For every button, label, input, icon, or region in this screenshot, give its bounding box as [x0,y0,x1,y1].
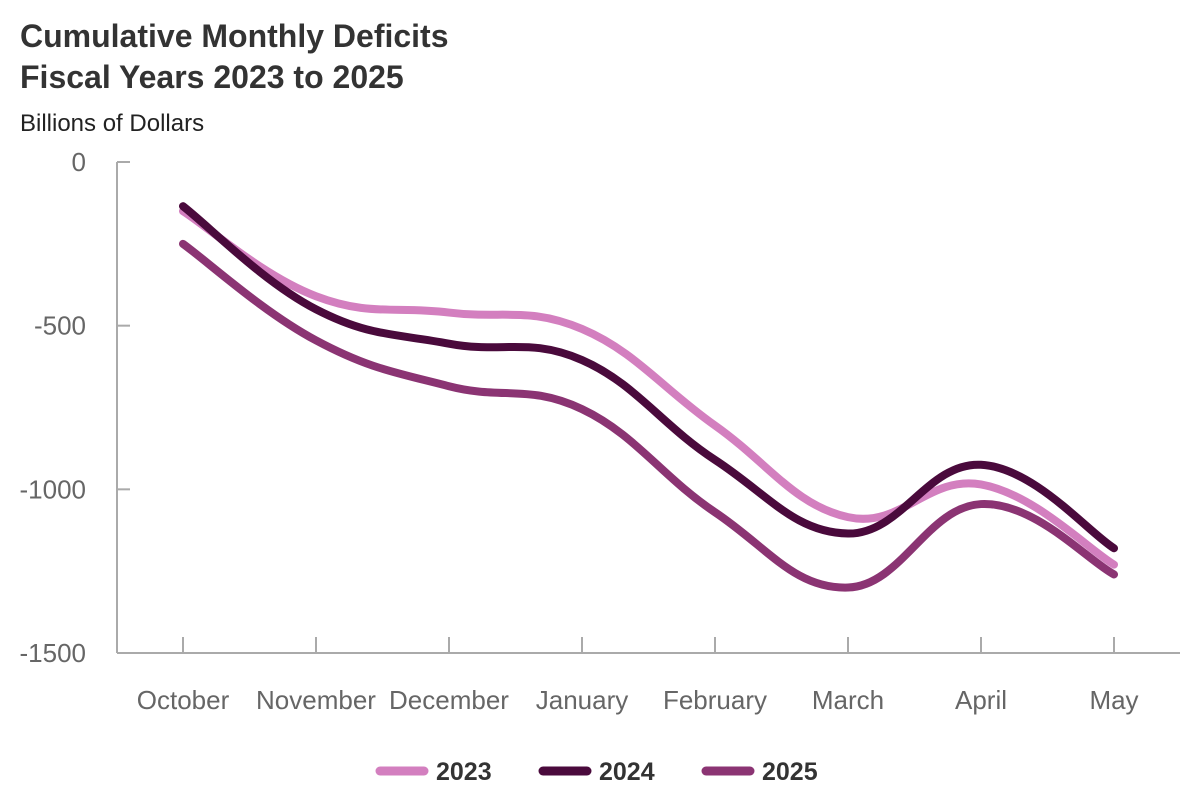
chart-title: Cumulative Monthly Deficits Fiscal Years… [20,16,449,98]
x-tick-label: March [812,685,884,715]
x-tick-label: December [389,685,509,715]
legend-label-2023: 2023 [436,758,492,786]
chart-title-line-2: Fiscal Years 2023 to 2025 [20,59,404,95]
x-tick-label: May [1089,685,1138,715]
y-axis-unit-label: Billions of Dollars [20,110,205,137]
x-tick-label: November [256,685,376,715]
y-tick-label: -1000 [20,474,87,504]
chart-title-line-1: Cumulative Monthly Deficits [20,18,449,54]
series-line-2025 [179,239,1118,592]
series-line-2023 [179,207,1118,569]
chart-legend: 2023 2024 2025 [375,758,818,786]
x-tick-label: October [137,685,230,715]
y-tick-label: 0 [72,147,86,177]
y-tick-label: -500 [34,311,86,341]
chart-series-lines [179,202,1118,592]
x-tick-label: February [663,685,767,715]
legend-label-2024: 2024 [599,758,655,786]
series-line-2024 [179,202,1118,553]
x-tick-label: April [955,685,1007,715]
y-tick-label: -1500 [20,638,87,668]
legend-label-2025: 2025 [762,758,818,786]
x-tick-label: January [536,685,629,715]
chart-axes: 0 -500 -1000 -1500 October November December Ja… [20,147,1180,715]
